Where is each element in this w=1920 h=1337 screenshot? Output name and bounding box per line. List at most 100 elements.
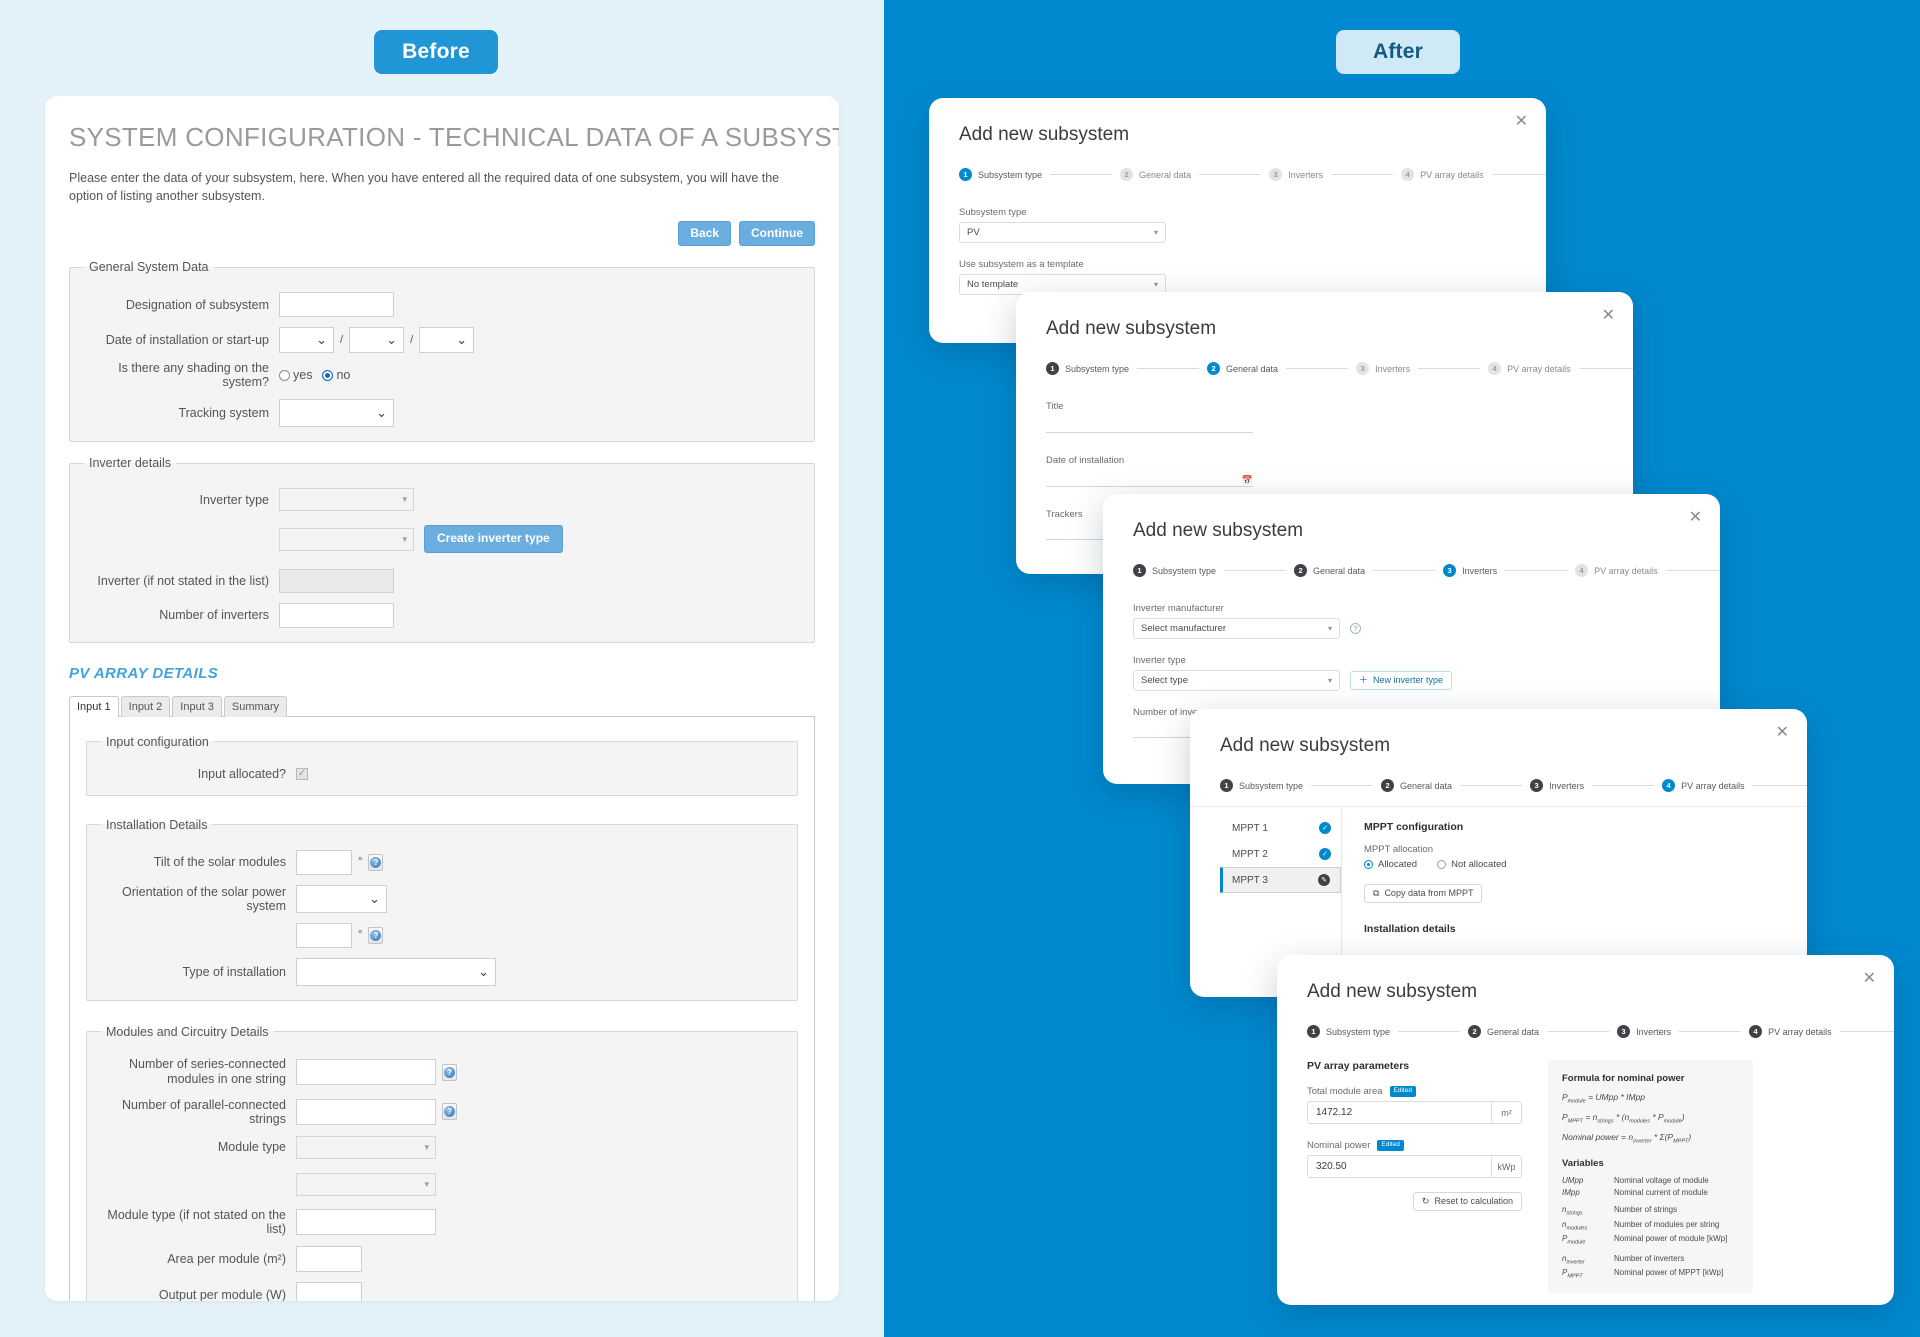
help-icon-parallel[interactable]	[442, 1103, 457, 1121]
step-3[interactable]: 3 Inverters	[1530, 779, 1584, 792]
inverter-model-select[interactable]	[279, 527, 414, 551]
shading-no-radio[interactable]: no	[322, 368, 350, 382]
tracking-select[interactable]	[279, 399, 394, 428]
new-inverter-type-button[interactable]: ＋ New inverter type	[1350, 671, 1453, 690]
stepper: 1 Subsystem type 2 General data 3 Inverters…	[1046, 362, 1633, 375]
azimuth-input[interactable]	[296, 922, 352, 948]
step-connector	[1460, 785, 1523, 786]
parallel-strings-input[interactable]	[296, 1098, 436, 1125]
tracking-label: Tracking system	[178, 406, 269, 421]
date-year-select[interactable]	[419, 327, 475, 354]
step-4[interactable]: 4 PV array details	[1488, 362, 1571, 375]
help-icon-azimuth[interactable]	[368, 926, 384, 944]
tab-input-2[interactable]: Input 2	[120, 695, 171, 717]
tab-input-1[interactable]: Input 1	[69, 695, 119, 717]
shading-row: Is there any shading on the system? yes …	[84, 361, 800, 389]
calendar-icon[interactable]: 📅	[1241, 475, 1253, 485]
step-number-icon: 3	[1356, 362, 1370, 375]
step-1[interactable]: 1 Subsystem type	[1133, 564, 1216, 577]
close-icon[interactable]: ✕	[1514, 113, 1528, 130]
allocated-radio[interactable]: Allocated	[1364, 859, 1417, 870]
step-number-icon: 3	[1617, 1025, 1631, 1038]
series-modules-input[interactable]	[296, 1059, 436, 1086]
step-3[interactable]: 3 Inverters	[1356, 362, 1410, 375]
step-1[interactable]: 1 Subsystem type	[1220, 779, 1303, 792]
step-4[interactable]: 4 PV array details	[1749, 1025, 1832, 1038]
step-2[interactable]: 2 General data	[1381, 779, 1452, 792]
not-allocated-radio[interactable]: Not allocated	[1437, 859, 1507, 870]
nominal-power-input[interactable]: 320.50 kWp	[1307, 1155, 1522, 1178]
step-4[interactable]: 4 PV array details	[1575, 564, 1658, 577]
help-icon[interactable]: ?	[1350, 623, 1361, 634]
help-icon-series[interactable]	[442, 1063, 457, 1081]
input-configuration-legend: Input configuration	[106, 734, 209, 749]
inverter-count-input[interactable]	[279, 602, 394, 628]
input-allocated-checkbox[interactable]: ✓	[296, 767, 308, 780]
step-number-icon: 4	[1749, 1025, 1763, 1038]
step-3[interactable]: 3 Inverters	[1443, 564, 1497, 577]
inverter-type-select[interactable]: Select type ▾	[1133, 670, 1340, 691]
step-2[interactable]: 2 General data	[1294, 564, 1365, 577]
close-icon[interactable]: ✕	[1775, 724, 1789, 741]
mppt-list-item[interactable]: MPPT 2 ✓	[1220, 841, 1341, 867]
module-type-other-input[interactable]	[296, 1208, 436, 1235]
shading-yes-radio[interactable]: yes	[279, 368, 312, 382]
date-month-select[interactable]	[349, 327, 405, 354]
chevron-down-icon	[369, 896, 380, 902]
step-1[interactable]: 1 Subsystem type	[1046, 362, 1129, 375]
step-connector	[1418, 368, 1481, 369]
stepper: 1 Subsystem type 2 General data 3 Inverters…	[1307, 1025, 1894, 1038]
step-2[interactable]: 2 General data	[1207, 362, 1278, 375]
designation-input[interactable]	[279, 292, 394, 318]
tab-summary[interactable]: Summary	[223, 695, 287, 717]
title-input[interactable]	[1046, 416, 1253, 433]
module-model-select[interactable]	[296, 1172, 436, 1196]
back-button-top[interactable]: Back	[678, 221, 731, 247]
step-1[interactable]: 1 Subsystem type	[959, 168, 1042, 181]
continue-button-top[interactable]: Continue	[739, 221, 815, 247]
step-1[interactable]: 1 Subsystem type	[1307, 1025, 1390, 1038]
tab-input-3[interactable]: Input 3	[172, 695, 222, 717]
module-type-select[interactable]	[296, 1135, 436, 1159]
total-module-area-input[interactable]: 1472.12 m²	[1307, 1101, 1522, 1124]
step-label: PV array details	[1768, 1026, 1832, 1037]
installation-type-select[interactable]	[296, 957, 496, 986]
orientation-select[interactable]	[296, 884, 387, 913]
step-3[interactable]: 3 Inverters	[1269, 168, 1323, 181]
step-connector	[1331, 174, 1394, 175]
chevron-down-icon: ▾	[1153, 280, 1158, 289]
modal-step-5-summary: ✕ Add new subsystem 1 Subsystem type 2 Gen…	[1277, 955, 1894, 1305]
output-per-module-input[interactable]	[296, 1281, 362, 1301]
orientation-row: Orientation of the solar power system	[101, 884, 783, 913]
help-icon-tilt[interactable]	[368, 853, 384, 871]
nominal-power-value: 320.50	[1316, 1161, 1347, 1172]
step-label: Subsystem type	[1239, 780, 1304, 791]
inverter-type-select[interactable]	[279, 488, 414, 512]
mppt-list-item-selected[interactable]: MPPT 3 ✎	[1220, 867, 1341, 893]
copy-data-from-mppt-button[interactable]: ⧉ Copy data from MPPT	[1364, 884, 1483, 903]
date-day-select[interactable]	[279, 327, 334, 354]
variable-row: Pmodule Nominal power of module [kWp]	[1562, 1234, 1728, 1246]
close-icon[interactable]: ✕	[1688, 509, 1702, 526]
area-per-module-input[interactable]	[296, 1245, 362, 1272]
subsystem-type-select[interactable]: PV ▾	[959, 222, 1166, 243]
tilt-input[interactable]	[296, 849, 352, 875]
step-4[interactable]: 4 PV array details	[1662, 779, 1745, 792]
installation-type-row: Type of installation	[101, 957, 783, 986]
step-3[interactable]: 3 Inverters	[1617, 1025, 1671, 1038]
close-icon[interactable]: ✕	[1601, 307, 1615, 324]
step-2[interactable]: 2 General data	[1120, 168, 1191, 181]
step-2[interactable]: 2 General data	[1468, 1025, 1539, 1038]
tracking-row: Tracking system	[84, 399, 800, 428]
create-inverter-type-button[interactable]: Create inverter type	[424, 525, 563, 553]
close-icon[interactable]: ✕	[1862, 970, 1876, 987]
radio-icon	[1437, 860, 1447, 869]
date-of-installation-input[interactable]: 📅	[1046, 470, 1253, 487]
nominal-power-unit: kWp	[1491, 1156, 1521, 1177]
reset-to-calculation-button[interactable]: ↻ Reset to calculation	[1412, 1192, 1522, 1211]
inverter-not-listed-input[interactable]	[279, 568, 394, 593]
chevron-down-icon	[456, 337, 467, 343]
step-4[interactable]: 4 PV array details	[1401, 168, 1484, 181]
mppt-list-item[interactable]: MPPT 1 ✓	[1220, 815, 1341, 841]
inverter-manufacturer-select[interactable]: Select manufacturer ▾	[1133, 618, 1340, 639]
